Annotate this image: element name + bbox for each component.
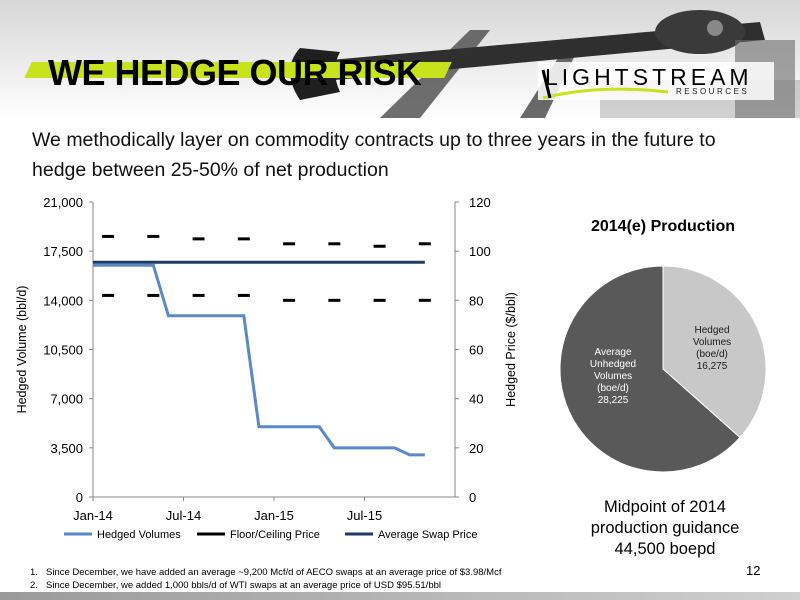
y-tick-label: 7,000	[50, 392, 83, 407]
y2-tick-label: 60	[469, 343, 483, 358]
y2-tick-label: 80	[469, 293, 483, 308]
chart-axes: 0 3,500 7,000 10,500 14,000 17,500 21,000 0 20 40…	[15, 195, 518, 523]
y2-tick-label: 20	[469, 441, 483, 456]
x-tick-label: Jan-15	[254, 508, 294, 523]
guidance-line-3: 44,500 boepd	[614, 540, 716, 558]
guidance-line-1: Midpoint of 2014	[603, 498, 726, 516]
legend-label: Average Swap Price	[378, 529, 477, 541]
hedge-line-chart: 0 3,500 7,000 10,500 14,000 17,500 21,000 0 20 40…	[15, 195, 518, 541]
footnote-1: 1. Since December, we have added an avera…	[30, 567, 502, 578]
y2-axis-title: Hedged Price ($/bbl)	[504, 292, 518, 407]
y-tick-label: 3,500	[50, 441, 83, 456]
legend-label: Floor/Ceiling Price	[230, 529, 320, 541]
production-guidance: Midpoint of 2014 production guidance 44,…	[570, 497, 760, 560]
chart-legend: Hedged Volumes Floor/Ceiling Price Average…	[64, 529, 477, 541]
pie-label-hedged: Hedged Volumes (boe/d) 16,275	[693, 325, 731, 372]
pie-label-unhedged: Average Unhedged Volumes (boe/d) 28,225	[590, 347, 636, 406]
page-number: 12	[746, 563, 761, 578]
y-tick-label: 21,000	[43, 195, 83, 210]
guidance-line-2: production guidance	[590, 519, 740, 537]
y2-tick-label: 0	[469, 490, 476, 505]
logo-name: LIGHTSTREAM	[545, 64, 753, 90]
page-title: WE HEDGE OUR RISK	[48, 52, 422, 93]
y-axis-title: Hedged Volume (bbl/d)	[15, 286, 29, 414]
legend-label: Hedged Volumes	[97, 529, 181, 541]
chart-series	[93, 234, 431, 457]
production-pie-chart: Hedged Volumes (boe/d) 16,275 Average Unhedge…	[560, 265, 767, 473]
y2-tick-label: 120	[469, 195, 491, 210]
y-tick-label: 14,000	[43, 293, 83, 308]
logo-subtitle: RESOURCES	[676, 87, 750, 96]
y-tick-label: 17,500	[43, 244, 83, 259]
pie-slice-unhedged	[560, 265, 741, 473]
hedged-volumes-line	[93, 263, 425, 457]
footer-bar	[0, 592, 800, 600]
pie-title: 2014(e) Production	[590, 218, 736, 235]
footnote-2: 2. Since December, we added 1,000 bbls/d …	[30, 580, 442, 591]
y-tick-label: 10,500	[43, 343, 83, 358]
x-tick-label: Jul-15	[347, 508, 382, 523]
y2-tick-label: 40	[469, 392, 483, 407]
y-tick-label: 0	[76, 490, 83, 505]
y2-tick-label: 100	[469, 244, 491, 259]
x-tick-label: Jul-14	[166, 508, 201, 523]
footnotes: 1. Since December, we have added an avera…	[30, 566, 501, 592]
slide-subtitle: We methodically layer on commodity contr…	[32, 129, 716, 181]
x-tick-label: Jan-14	[73, 508, 113, 523]
lightstream-logo	[538, 62, 774, 100]
pie-slice-hedged	[662, 265, 767, 439]
